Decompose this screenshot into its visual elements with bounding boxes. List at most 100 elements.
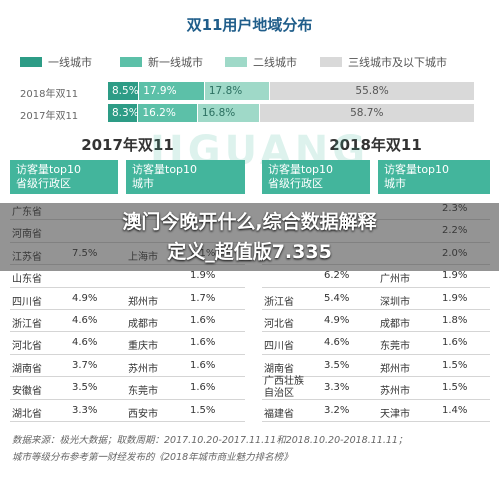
row-divider: [262, 286, 490, 288]
city-name: 广州市: [380, 274, 410, 286]
province-share: 4.9%: [72, 292, 98, 304]
city-name: 东莞市: [380, 341, 410, 353]
legend-label: 一线城市: [48, 56, 92, 69]
city-share: 1.7%: [190, 292, 216, 304]
city-share: 1.9%: [442, 270, 468, 282]
province-name: 湖北省: [12, 408, 42, 420]
city-share: 1.8%: [442, 315, 468, 326]
legend-item: 三线城市及以下城市: [320, 54, 447, 70]
province-share: 3.5%: [324, 359, 350, 371]
footnote-source: 数据来源：极光大数据；取数周期：2017.10.20-2017.11.11和20…: [12, 435, 408, 446]
overlay-line-1: 澳门今晚开什么,综合数据解释: [122, 211, 377, 233]
city-name: 郑州市: [128, 296, 158, 308]
panel-title-2017: 2017年双11: [81, 136, 174, 154]
city-name: 苏州市: [128, 363, 158, 375]
city-share: 1.5%: [442, 382, 468, 394]
bar-segment: 16.8%: [197, 104, 259, 122]
city-name: 郑州市: [380, 363, 410, 375]
province-name: 广西壮族 自治区: [264, 376, 304, 400]
province-share: 6.2%: [324, 270, 350, 282]
legend-label: 新一线城市: [148, 56, 203, 69]
city-name: 天津市: [380, 408, 410, 420]
city-name: 成都市: [128, 319, 158, 330]
province-name: 湖南省: [12, 363, 42, 375]
panel-title-2018: 2018年双11: [329, 136, 422, 154]
row-divider: [10, 309, 245, 310]
province-name: 浙江省: [12, 319, 42, 330]
row-divider: [262, 376, 490, 378]
city-name: 苏州市: [380, 386, 410, 398]
province-share: 4.9%: [324, 315, 350, 326]
overlay-band: [0, 203, 499, 271]
bar-segment: 58.7%: [259, 104, 474, 122]
city-name: 深圳市: [380, 296, 410, 308]
chart-title: 双11用户地域分布: [186, 16, 313, 34]
city-name: 西安市: [128, 408, 158, 420]
row-divider: [262, 309, 490, 310]
province-share: 3.2%: [324, 404, 350, 416]
row-divider: [10, 421, 245, 422]
city-name: 成都市: [380, 319, 410, 330]
province-column-header: 访客量top10 省级行政区: [10, 160, 118, 194]
row-divider: [10, 398, 245, 400]
city-share: 1.6%: [190, 359, 216, 371]
city-column-header: 访客量top10 城市: [126, 160, 245, 194]
province-share: 5.4%: [324, 292, 350, 304]
table-2017: 访客量top10省级行政区访客量top10城市广东省河南省江苏省7.5%上海市2…: [10, 160, 245, 422]
city-share: 1.9%: [442, 292, 468, 304]
legend-swatch: [320, 57, 342, 67]
bar-segment: 8.3%: [108, 104, 138, 122]
legend-item: 一线城市: [20, 54, 92, 70]
row-divider: [262, 421, 490, 422]
legend-label: 三线城市及以下城市: [348, 56, 447, 69]
province-name: 湖南省: [264, 363, 294, 375]
province-name: 山东省: [12, 274, 42, 286]
province-name: 安徽省: [12, 386, 42, 398]
overlay-line-2: 定义_超值版7.335: [167, 241, 332, 263]
legend-swatch: [225, 57, 247, 67]
city-share: 1.6%: [442, 337, 468, 349]
province-share: 4.6%: [72, 337, 98, 349]
row-divider: [262, 353, 490, 355]
province-name: 浙江省: [264, 296, 294, 308]
row-divider: [10, 286, 245, 288]
table-2018: 访客量top10省级行政区访客量top10城市2.3%2.2%2.0%6.2%广…: [262, 160, 490, 422]
province-name: 河北省: [264, 319, 294, 330]
city-column-header: 访客量top10 城市: [378, 160, 490, 194]
bar-segment: 17.9%: [139, 82, 204, 100]
province-share: 3.7%: [72, 359, 98, 371]
legend-item: 二线城市: [225, 54, 297, 70]
province-share: 3.3%: [72, 404, 98, 416]
province-share: 3.3%: [324, 382, 350, 394]
bar-category-label: 2017年双11: [20, 111, 79, 122]
city-share: 1.4%: [442, 404, 468, 416]
province-name: 福建省: [264, 408, 294, 420]
bar-category-label: 2018年双11: [20, 89, 79, 100]
legend-swatch: [20, 57, 42, 67]
bar-segment: 55.8%: [270, 82, 474, 100]
city-share: 1.9%: [190, 270, 216, 282]
city-name: 东莞市: [128, 386, 158, 398]
chart-legend: 一线城市 新一线城市 二线城市 三线城市及以下城市: [20, 54, 489, 70]
city-share: 1.6%: [190, 315, 216, 326]
city-share: 1.6%: [190, 337, 216, 349]
legend-swatch: [120, 57, 142, 67]
row-divider: [10, 331, 245, 333]
province-column-header: 访客量top10 省级行政区: [262, 160, 370, 194]
bar-segment: 16.2%: [138, 104, 197, 122]
city-share: 1.5%: [190, 404, 216, 416]
province-share: 4.6%: [72, 315, 98, 326]
bar-segment: 17.8%: [204, 82, 270, 100]
city-share: 1.5%: [442, 359, 468, 371]
row-divider: [262, 331, 490, 333]
stacked-bar-chart: 2018年双11 8.5% 17.9% 17.8% 55.8% 2017年双11 8.3% 1…: [20, 82, 475, 122]
bar-segment: 8.5%: [108, 82, 139, 100]
province-name: 河北省: [12, 341, 42, 353]
row-divider: [10, 376, 245, 378]
row-divider: [262, 398, 490, 400]
legend-item: 新一线城市: [120, 54, 203, 70]
city-name: 重庆市: [128, 341, 158, 353]
province-share: 4.6%: [324, 337, 350, 349]
legend-label: 二线城市: [253, 56, 297, 69]
city-share: 1.6%: [190, 382, 216, 394]
